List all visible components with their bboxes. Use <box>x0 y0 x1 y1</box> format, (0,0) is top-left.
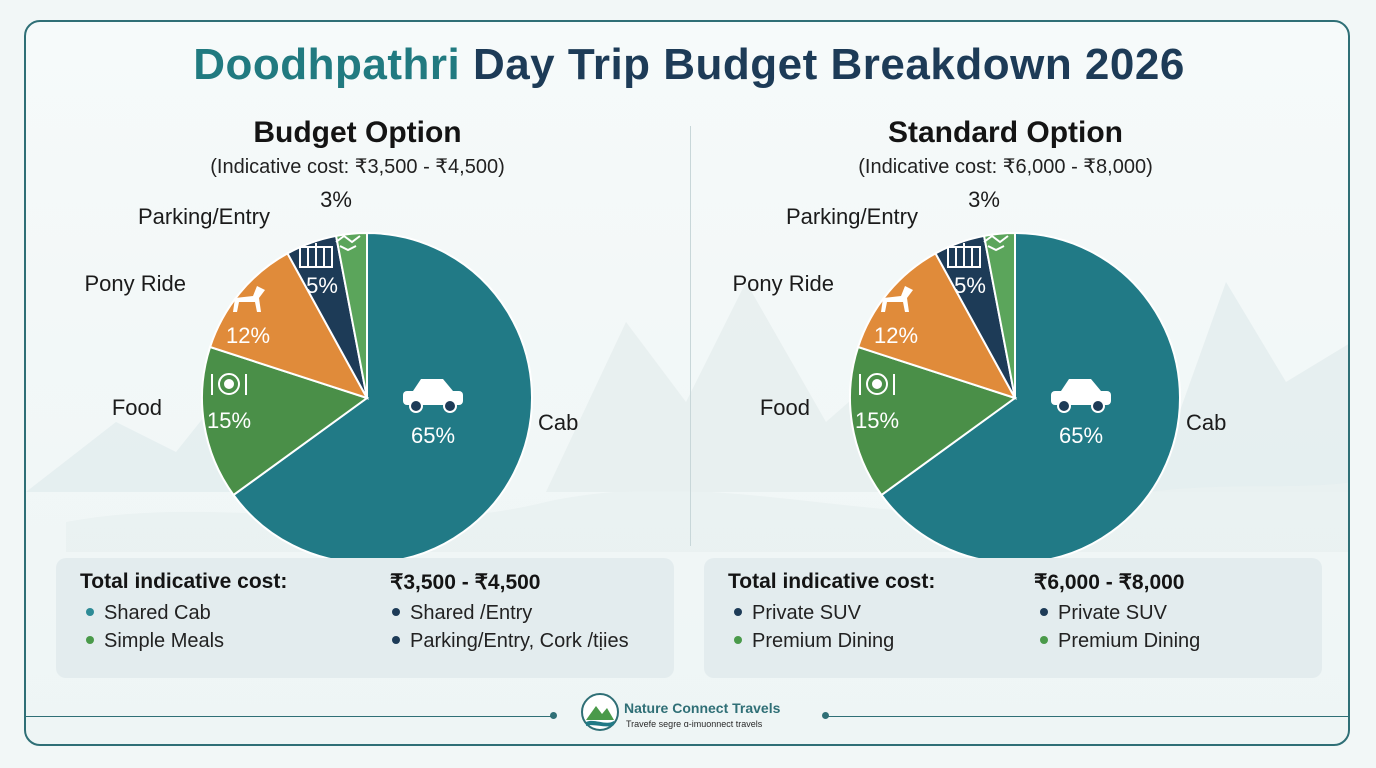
slice-percent-label: 12% <box>226 323 270 348</box>
brand-logo-icon <box>581 693 619 731</box>
bullet-dot <box>1040 635 1048 644</box>
chart-subtitle: (Indicative cost: ₹6,000 - ₹8,000) <box>858 156 1153 178</box>
slice-category-label: Parking/Entry <box>138 204 270 229</box>
handshake-icon <box>335 234 361 252</box>
budget-option-panel: Budget Option (Indicative cost: ₹3,500 -… <box>26 22 689 744</box>
pie-slice-other <box>334 231 368 399</box>
bullet-text: Simple Meals <box>104 630 225 652</box>
bullet-dot <box>392 635 400 644</box>
horse-icon <box>881 286 913 312</box>
footer-dot-right <box>822 712 829 719</box>
bullet-text: Premium Dining <box>752 630 895 652</box>
budget-summary-box: Total indicative cost: ₹3,500 - ₹4,500 S… <box>56 558 674 678</box>
slice-category-label: Pony Ride <box>732 271 834 296</box>
standard-pie-chart: 65% Cab 15% Food 12% Pony Ride 5% Parking/Ent… <box>732 187 1226 564</box>
gate-icon <box>299 243 333 268</box>
bullet-text: Premium Dining <box>1058 630 1201 652</box>
bullet-text: Private SUV <box>1058 602 1167 624</box>
summary-bullet: Private SUV <box>734 602 861 625</box>
pie-slice-cab <box>880 231 1181 564</box>
slice-category-label: Food <box>112 395 162 420</box>
summary-value: ₹3,500 - ₹4,500 <box>390 571 541 594</box>
standard-summary-box: Total indicative cost: ₹6,000 - ₹8,000 P… <box>704 558 1322 678</box>
horse-icon <box>233 286 265 312</box>
brand-name: Nature Connect Travels <box>624 700 781 716</box>
title-rest: Day Trip Budget Breakdown 2026 <box>472 40 1185 89</box>
pie-slice-cab <box>232 231 533 564</box>
bullet-dot <box>734 635 742 644</box>
pie-slice-other <box>982 231 1016 399</box>
handshake-icon <box>983 234 1009 252</box>
slice-percent-label: 15% <box>207 408 251 433</box>
slice-percent-label: 5% <box>306 273 338 298</box>
suv-icon <box>1051 379 1111 413</box>
summary-bullet: Premium Dining <box>734 630 894 653</box>
panel-divider <box>690 126 691 546</box>
chart-title: Budget Option <box>253 116 462 149</box>
bullet-dot <box>392 607 400 616</box>
pie-slice-food <box>201 345 370 497</box>
slice-category-label: Pony Ride <box>84 271 186 296</box>
slice-percent-label: 5% <box>954 273 986 298</box>
slice-category-label: Parking/Entry <box>786 204 918 229</box>
slice-category-label: Cab <box>1186 410 1226 435</box>
bullet-text: Shared Cab <box>104 602 211 624</box>
summary-label: Total indicative cost: <box>80 570 288 593</box>
budget-pie-chart: 65% Cab 15% Food 12% Pony Ride 5% Parking/Ent… <box>84 187 578 564</box>
infographic-frame: Doodhpathri Day Trip Budget Breakdown 20… <box>24 20 1350 746</box>
footer-line-right <box>828 716 1348 717</box>
slice-category-label: Food <box>760 395 810 420</box>
bullet-dot <box>734 607 742 616</box>
chart-title: Standard Option <box>888 116 1123 149</box>
summary-value: ₹6,000 - ₹8,000 <box>1034 571 1185 594</box>
chart-subtitle: (Indicative cost: ₹3,500 - ₹4,500) <box>210 156 505 178</box>
slice-category-label: 3% <box>320 187 352 212</box>
brand-tagline: Travefe segre ɑ-imuonnect travels <box>626 719 763 729</box>
summary-bullet: Shared /Entry <box>392 602 532 625</box>
slice-percent-label: 15% <box>855 408 899 433</box>
bullet-dot <box>86 607 94 616</box>
bullet-text: Shared /Entry <box>410 602 533 624</box>
bullet-text: Parking/Entry, Cork /tịies <box>410 630 629 652</box>
slice-percent-label: 65% <box>1059 423 1103 448</box>
slice-category-label: Cab <box>538 410 578 435</box>
summary-bullet: Private SUV <box>1040 602 1167 625</box>
plate-icon <box>211 373 247 395</box>
footer-line-left <box>26 716 552 717</box>
gate-icon <box>947 243 981 268</box>
standard-option-panel: Standard Option (Indicative cost: ₹6,000… <box>674 22 1337 744</box>
plate-icon <box>859 373 895 395</box>
pie-slice-pony-ride <box>208 252 370 400</box>
summary-bullet: Premium Dining <box>1040 630 1200 653</box>
bullet-dot <box>86 635 94 644</box>
summary-label: Total indicative cost: <box>728 570 936 593</box>
footer-dot-left <box>550 712 557 719</box>
slice-category-label: 3% <box>968 187 1000 212</box>
car-icon <box>403 379 463 413</box>
summary-bullet: Simple Meals <box>86 630 224 653</box>
summary-bullet: Shared Cab <box>86 602 211 625</box>
title-accent: Doodhpathri <box>193 40 461 89</box>
summary-bullet: Parking/Entry, Cork /tịies <box>392 630 629 653</box>
slice-percent-label: 12% <box>874 323 918 348</box>
bullet-dot <box>1040 607 1048 616</box>
pie-slice-pony-ride <box>856 252 1018 400</box>
bullet-text: Private SUV <box>752 602 861 624</box>
page-title: Doodhpathri Day Trip Budget Breakdown 20… <box>26 40 1348 90</box>
pie-slice-food <box>849 345 1018 497</box>
slice-percent-label: 65% <box>411 423 455 448</box>
